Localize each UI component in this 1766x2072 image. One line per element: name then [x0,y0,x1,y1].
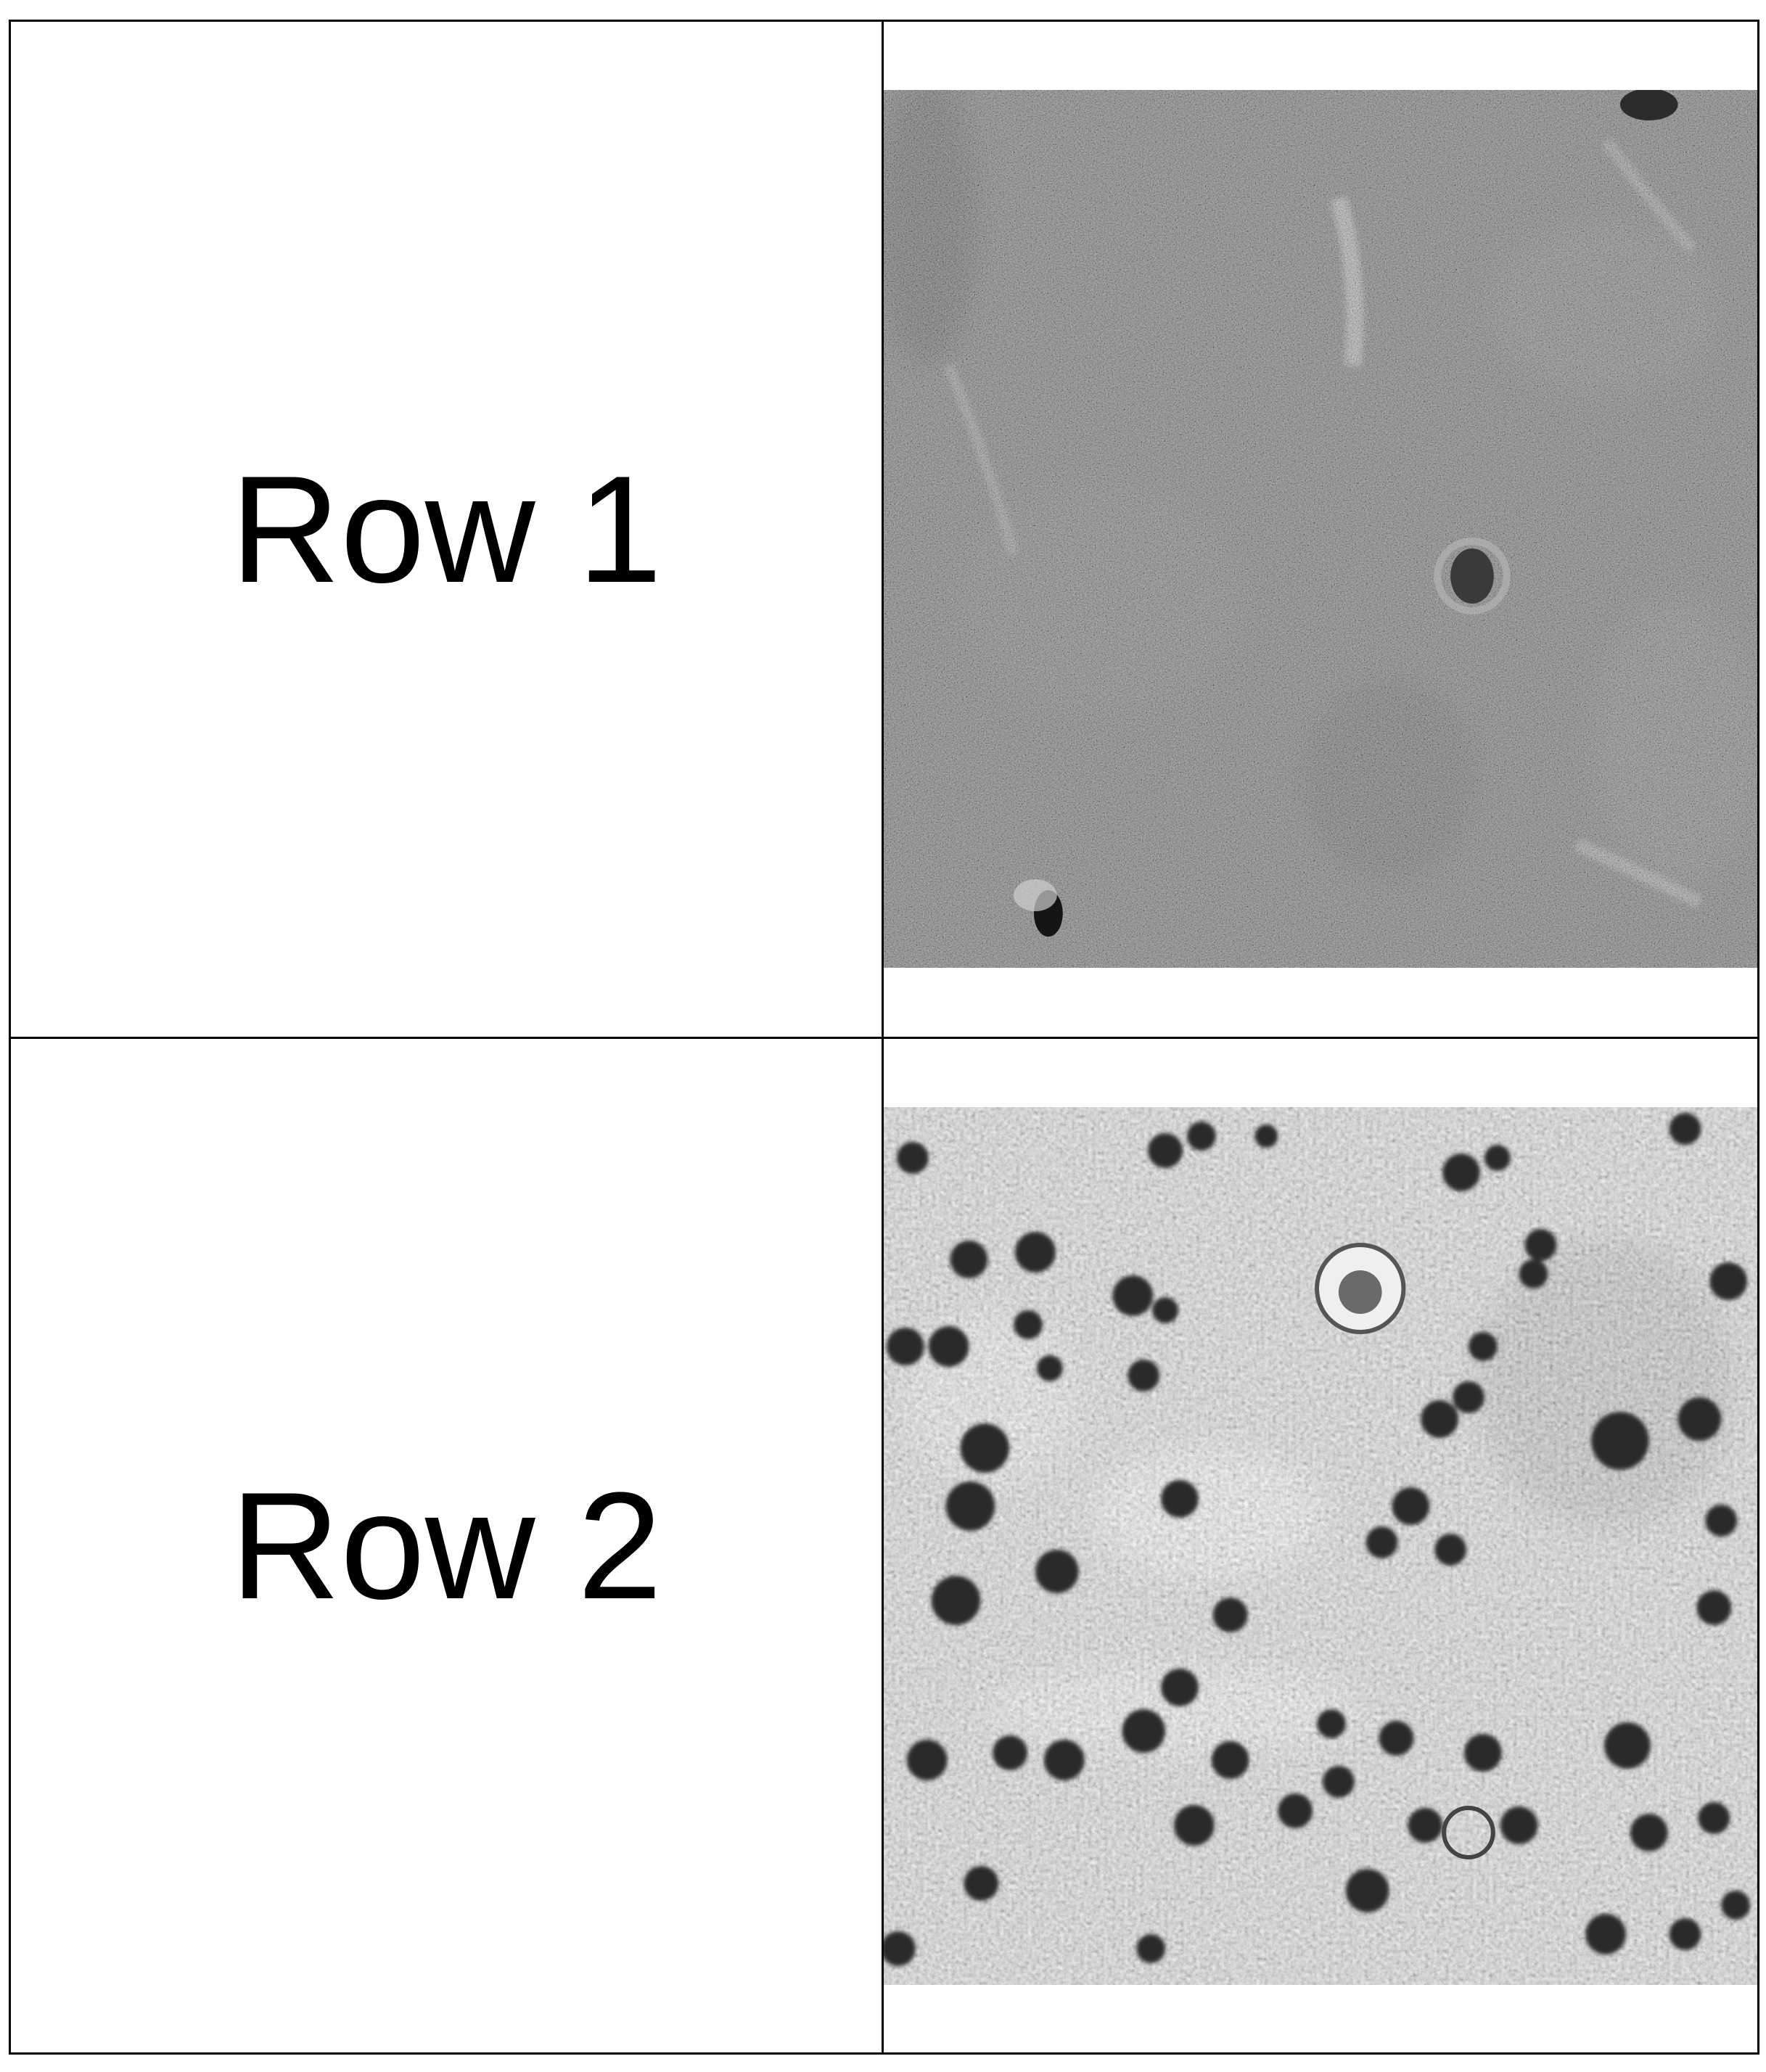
row-1-image-cell [884,22,1757,1039]
row-1-label: Row 1 [230,443,662,614]
micrograph-fine-grained-tissue [884,90,1757,968]
micrograph-stained-cell-nuclei [884,1107,1757,1985]
row-2-image-cell [884,1039,1757,2052]
row-2-label-cell: Row 2 [11,1039,884,2052]
row-2-label: Row 2 [230,1460,662,1631]
row-1-label-cell: Row 1 [11,22,884,1039]
comparison-table: Row 1 [9,20,1759,2055]
